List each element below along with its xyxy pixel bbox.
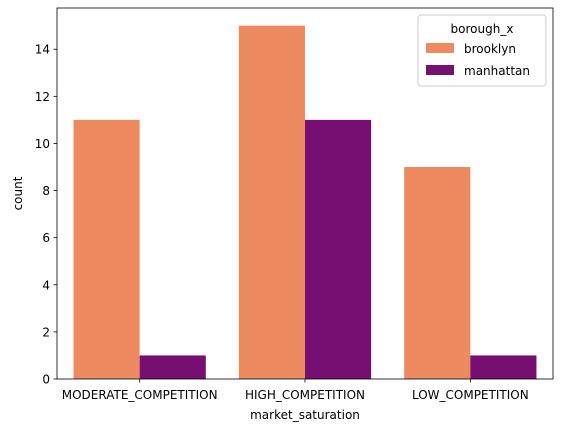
bars-layer (73, 25, 537, 380)
bar-brooklyn-low_competition (404, 167, 471, 379)
legend-title: borough_x (451, 22, 514, 36)
bar-manhattan-moderate_competition (139, 355, 206, 379)
x-tick-label: LOW_COMPETITION (412, 388, 529, 402)
y-tick-label: 14 (35, 43, 50, 57)
legend-label-manhattan: manhattan (464, 64, 530, 78)
y-tick-label: 4 (42, 278, 50, 292)
bar-manhattan-low_competition (470, 355, 537, 379)
x-axis-label: market_saturation (250, 408, 360, 422)
y-axis: 0 2 4 6 8 10 12 14 (35, 43, 57, 387)
plot-frame (56, 7, 554, 380)
y-axis-label: count (11, 176, 25, 210)
legend-swatch-brooklyn (426, 43, 454, 53)
bar-manhattan-high_competition (305, 119, 372, 379)
legend: borough_x brooklyn manhattan (417, 14, 547, 87)
legend-label-brooklyn: brooklyn (464, 42, 516, 56)
y-tick-label: 8 (42, 184, 50, 198)
y-tick-label: 12 (35, 90, 50, 104)
y-tick-label: 10 (35, 137, 50, 151)
x-axis: MODERATE_COMPETITION HIGH_COMPETITION LOW_… (62, 379, 529, 402)
y-tick-label: 2 (42, 325, 50, 339)
bar-brooklyn-moderate_competition (73, 119, 140, 379)
legend-swatch-manhattan (426, 65, 454, 75)
x-tick-label: MODERATE_COMPETITION (62, 388, 218, 402)
x-tick-label: HIGH_COMPETITION (245, 388, 365, 402)
y-tick-label: 6 (42, 231, 50, 245)
bar-brooklyn-high_competition (238, 25, 305, 380)
y-tick-label: 0 (42, 373, 50, 387)
